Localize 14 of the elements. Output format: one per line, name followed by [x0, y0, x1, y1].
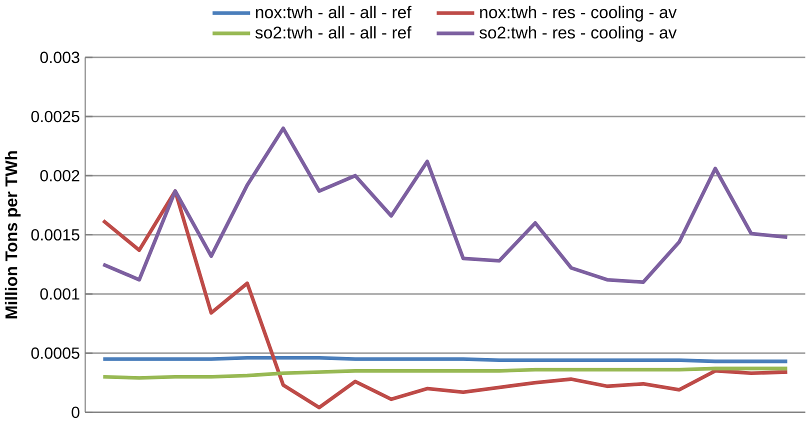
y-tick-label: 0.0015 — [31, 229, 80, 241]
legend-label: nox:twh - res - cooling - av — [480, 6, 677, 22]
y-tick-label: 0.003 — [40, 52, 80, 64]
line-series — [101, 189, 790, 410]
y-tick-label: 0.001 — [40, 288, 80, 300]
legend-label: so2:twh - all - all - ref — [255, 26, 412, 39]
y-tick-label: 0.002 — [40, 170, 80, 182]
y-axis-title: Million Tons per TWh — [4, 151, 21, 318]
y-tick-label: 0.0025 — [31, 110, 80, 122]
line-series — [101, 126, 790, 284]
y-tick-label: 0.0005 — [31, 347, 80, 359]
legend-label: nox:twh - all - all - ref — [256, 6, 412, 18]
y-tick-label: 0 — [72, 406, 80, 418]
legend-label: so2:twh - res - cooling - av — [479, 26, 677, 42]
